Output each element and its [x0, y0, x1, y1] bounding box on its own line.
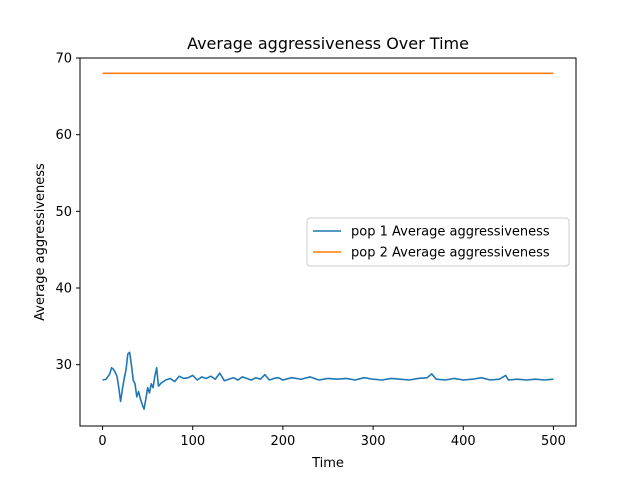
y-axis-label: Average aggressiveness: [33, 163, 48, 321]
x-tick-label: 100: [180, 434, 205, 449]
chart-title: Average aggressiveness Over Time: [187, 34, 469, 53]
legend-box: [306, 217, 570, 267]
y-tick-label: 40: [55, 282, 72, 297]
axis-ticks: 0 100 200 300 400 500 30 40 50 60 70: [55, 52, 565, 450]
y-tick-label: 70: [55, 52, 72, 67]
plot-area: [102, 72, 554, 410]
series-line-1: [102, 351, 554, 410]
axes-frame: [79, 57, 577, 427]
x-axis-label: Time: [311, 456, 344, 471]
legend: pop 1 Average aggressiveness pop 2 Averag…: [306, 217, 570, 267]
legend-entry-2: pop 2 Average aggressiveness: [351, 246, 550, 261]
x-tick-label: 0: [98, 434, 106, 449]
x-tick-label: 400: [451, 434, 476, 449]
y-tick-label: 60: [55, 128, 72, 143]
legend-entry-1: pop 1 Average aggressiveness: [351, 225, 550, 240]
x-tick-label: 300: [361, 434, 386, 449]
x-tick-label: 200: [270, 434, 295, 449]
y-tick-label: 50: [55, 205, 72, 220]
y-tick-label: 30: [55, 358, 72, 373]
x-tick-label: 500: [541, 434, 566, 449]
